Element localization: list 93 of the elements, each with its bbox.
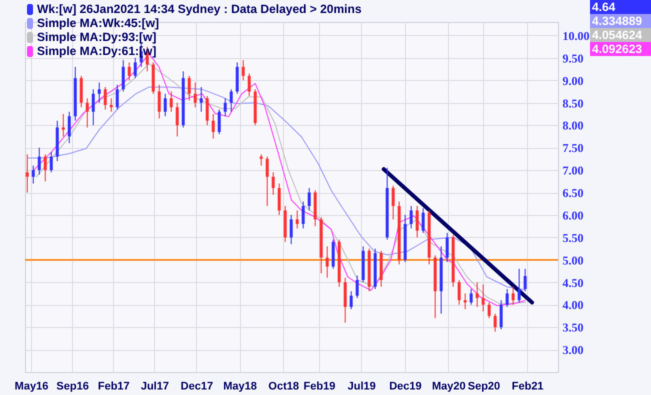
x-tick-label: Sep20 [468,380,500,392]
candlestick [248,73,251,97]
candlestick [206,96,209,126]
legend-label: Wk:[w] 26Jan2021 14:34 Sydney : Data Delayed > 20mins [37,2,362,16]
y-tick-label: 3.50 [562,320,584,335]
candlestick [176,102,179,137]
candlestick [464,292,467,310]
candlestick [506,288,509,308]
y-tick-label: 7.00 [562,164,584,178]
candlestick [26,154,29,194]
candlestick [188,75,191,102]
candlestick [458,280,461,306]
candlestick [104,86,107,110]
y-tick-label: 8.00 [562,118,584,133]
candlestick [482,284,485,312]
candlestick [110,98,113,112]
candlestick [446,232,449,263]
y-tick-label: 4.50 [562,276,584,290]
candlestick [326,246,329,278]
candlestick [164,93,167,117]
y-tick-label: 10.00 [562,28,590,43]
candlestick [518,268,521,303]
candlestick [200,86,203,112]
candlestick [122,60,125,92]
text: 4.054624 [592,28,642,42]
candlestick [116,84,119,110]
x-tick-label: May16 [14,380,48,392]
candlestick [68,111,71,144]
candlestick [128,62,131,81]
candlestick [266,156,269,206]
candlestick [296,210,299,229]
text: 4.334889 [592,14,642,28]
candlestick [170,91,173,112]
y-tick-label: 9.00 [562,74,584,88]
candlestick [308,188,311,211]
candlestick [92,88,95,126]
y-tick-label: 6.00 [562,208,584,222]
x-tick-label: Jul17 [140,380,169,392]
y-tick-label: 9.50 [562,51,584,66]
candlestick [218,109,221,135]
y-tick-label: 6.50 [562,186,584,200]
candlestick [134,57,137,79]
candlestick [158,84,161,119]
x-tick-label: Feb19 [304,380,336,392]
candlestick [356,275,359,298]
x-tick-label: May18 [223,380,257,392]
y-tick-label: 5.00 [562,253,584,268]
y-tick-label: 7.50 [562,141,584,156]
legend-label: Simple MA:Dy:93:[w] [37,30,156,44]
candlestick [410,205,413,229]
candlestick [302,200,305,229]
y-tick-label: 5.50 [562,230,584,245]
candlestick [272,172,275,196]
candlestick [416,205,419,238]
candlestick [212,113,215,140]
candlestick [290,214,293,245]
candlestick [392,185,395,220]
text: 4.092623 [592,42,642,56]
candlestick [50,152,53,173]
x-tick-label: Oct18 [268,380,300,392]
candlestick [494,313,497,332]
text: 4.64 [592,0,616,14]
x-tick-label: Feb17 [98,380,130,392]
candlestick [230,88,233,112]
x-tick-label: Jul19 [348,380,376,392]
candlestick [512,286,515,306]
x-tick-label: Dec17 [180,380,214,392]
candlestick [38,147,41,176]
candlestick [488,302,491,319]
candlestick [350,290,353,310]
candlestick [224,98,227,117]
candlestick [32,165,35,184]
legend-label: Simple MA:Wk:45:[w] [37,16,160,30]
y-tick-label: 8.50 [562,96,584,110]
x-tick-label: May20 [432,380,466,392]
candlestick [242,60,245,81]
x-tick-label: Feb21 [512,380,544,392]
candlestick [194,82,197,108]
candlestick [260,154,263,166]
candlestick [422,208,425,234]
candlestick [44,154,47,182]
candlestick [98,82,101,104]
candlestick [500,300,503,330]
candlestick [86,98,89,128]
candlestick [278,183,281,216]
candlestick [470,288,473,306]
y-tick-label: 3.00 [562,343,584,358]
candlestick [524,268,527,292]
y-tick-label: 4.00 [562,298,584,312]
line-series [28,86,526,290]
x-tick-label: Sep16 [56,380,89,392]
x-tick-label: Dec19 [389,380,422,392]
candlestick [476,282,479,308]
